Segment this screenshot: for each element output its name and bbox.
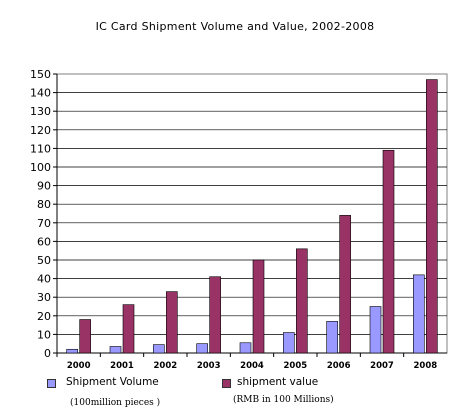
bar-shipment-value bbox=[382, 149, 395, 354]
y-tick-label: 70 bbox=[37, 217, 51, 230]
bar-shipment-volume bbox=[153, 344, 165, 354]
bar-shipment-volume bbox=[326, 321, 338, 354]
legend-label-value: shipment value bbox=[237, 376, 319, 388]
y-tick-label: 150 bbox=[30, 68, 51, 81]
y-tick-label: 10 bbox=[37, 328, 51, 341]
volume-unit-note: (100million pieces ) bbox=[70, 398, 161, 408]
bar-shipment-value bbox=[339, 215, 351, 354]
y-tick-label: 120 bbox=[30, 124, 51, 137]
y-tick-label: 140 bbox=[30, 87, 51, 100]
x-tick-label: 2000 bbox=[67, 361, 91, 371]
x-tick-label: 2002 bbox=[153, 361, 177, 371]
bar-shipment-value bbox=[122, 304, 135, 354]
y-tick-label: 0 bbox=[44, 347, 51, 360]
y-tick-label: 50 bbox=[37, 254, 51, 267]
y-tick-label: 100 bbox=[30, 161, 51, 174]
bar-shipment-value bbox=[166, 291, 178, 354]
bar-shipment-value bbox=[209, 276, 221, 354]
y-tick-label: 80 bbox=[37, 198, 51, 211]
x-tick-label: 2005 bbox=[283, 361, 307, 371]
legend-swatch-volume bbox=[47, 379, 56, 388]
legend-label-volume: Shipment Volume bbox=[66, 376, 159, 388]
bar-shipment-value bbox=[79, 319, 91, 354]
y-tick-label: 60 bbox=[37, 235, 51, 248]
value-unit-note: (RMB in 100 Millions) bbox=[233, 395, 334, 405]
y-tick-label: 40 bbox=[37, 273, 51, 286]
y-tick-label: 110 bbox=[30, 142, 51, 155]
y-tick-label: 130 bbox=[30, 105, 51, 118]
bar-shipment-volume bbox=[283, 332, 295, 354]
bar-shipment-value bbox=[296, 248, 308, 354]
x-tick-label: 2008 bbox=[413, 361, 437, 371]
legend-swatch-value bbox=[222, 379, 231, 388]
y-tick-label: 30 bbox=[37, 291, 51, 304]
x-tick-label: 2004 bbox=[240, 361, 264, 371]
bar-shipment-volume bbox=[66, 348, 78, 354]
bar-shipment-volume bbox=[369, 306, 382, 354]
bar-shipment-volume bbox=[196, 343, 208, 354]
bar-shipment-value bbox=[426, 79, 438, 354]
chart-title: IC Card Shipment Volume and Value, 2002-… bbox=[95, 20, 375, 33]
plot-area bbox=[56, 73, 448, 354]
bar-shipment-volume bbox=[109, 346, 122, 354]
y-tick-label: 90 bbox=[37, 180, 51, 193]
bar-shipment-volume bbox=[413, 274, 425, 354]
x-tick-label: 2007 bbox=[370, 361, 394, 371]
x-tick-label: 2003 bbox=[197, 361, 221, 371]
bar-shipment-volume bbox=[239, 342, 252, 354]
bar-shipment-value bbox=[252, 259, 265, 354]
y-tick-label: 20 bbox=[37, 310, 51, 323]
x-tick-label: 2006 bbox=[327, 361, 351, 371]
x-tick-label: 2001 bbox=[110, 361, 134, 371]
